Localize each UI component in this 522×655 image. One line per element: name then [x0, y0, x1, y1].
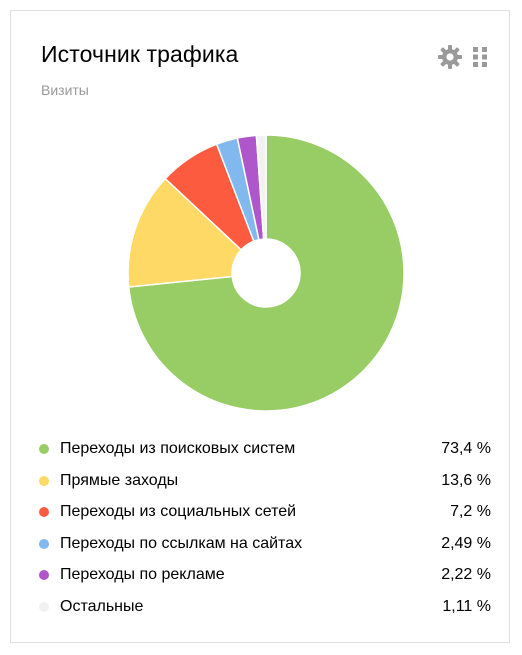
widget-title: Источник трафика	[41, 41, 239, 67]
legend-label: Остальные	[60, 597, 144, 615]
legend-color-dot	[39, 507, 49, 518]
legend-value: 2,49 %	[441, 534, 491, 552]
pie-slice-2[interactable]	[127, 177, 243, 288]
legend-item[interactable]: Переходы из социальных сетей 7,2 %	[39, 500, 491, 532]
legend-label: Переходы по рекламе	[60, 566, 225, 584]
legend-color-dot	[39, 601, 49, 612]
traffic-source-widget: Источник трафика Визиты Переходы из поис…	[10, 10, 510, 643]
legend-label: Переходы по ссылкам на сайтах	[60, 534, 303, 552]
legend-color-dot	[39, 444, 49, 454]
legend-value: 1,11 %	[442, 597, 491, 615]
gear-icon[interactable]	[437, 44, 463, 70]
legend-label: Прямые заходы	[60, 471, 179, 489]
legend-label: Переходы из поисковых систем	[60, 440, 296, 457]
legend-value: 13,6 %	[441, 471, 491, 489]
pie-slice-1[interactable]	[127, 134, 405, 412]
legend-label: Переходы из социальных сетей	[60, 503, 297, 521]
legend-color-dot	[39, 475, 49, 486]
traffic-pie-chart	[127, 134, 405, 412]
legend-value: 2,22 %	[441, 566, 491, 584]
legend-item[interactable]: Переходы по рекламе 2,22 %	[39, 563, 491, 595]
legend-item[interactable]: Переходы из поисковых систем 73,4 %	[39, 437, 491, 469]
legend-color-dot	[39, 538, 49, 549]
legend-color-dot	[39, 570, 49, 581]
legend-item[interactable]: Прямые заходы 13,6 %	[39, 469, 491, 501]
chart-legend: Переходы из поисковых систем 73,4 % Прямые…	[39, 437, 491, 627]
drag-handle-icon[interactable]	[473, 47, 487, 67]
pie-slice-6[interactable]	[255, 134, 267, 240]
legend-value: 7,2 %	[450, 503, 491, 521]
legend-value: 73,4 %	[441, 440, 491, 457]
legend-item[interactable]: Переходы по ссылкам на сайтах 2,49 %	[39, 532, 491, 564]
widget-subtitle: Визиты	[41, 82, 89, 98]
legend-item[interactable]: Остальные 1,11 %	[39, 595, 491, 627]
